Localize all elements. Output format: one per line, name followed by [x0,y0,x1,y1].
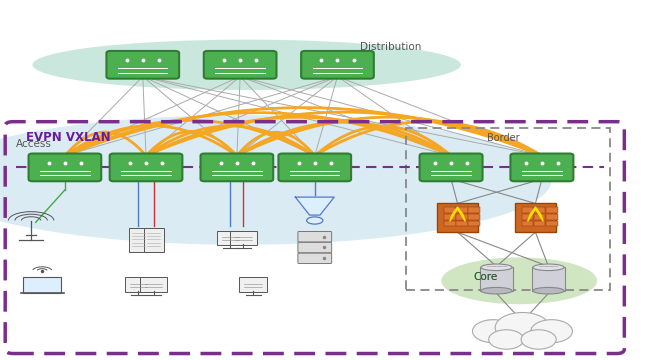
FancyBboxPatch shape [140,278,167,292]
FancyBboxPatch shape [444,214,456,220]
FancyBboxPatch shape [201,153,273,181]
FancyBboxPatch shape [480,267,513,291]
Text: Access: Access [16,139,52,149]
Circle shape [531,320,572,343]
FancyBboxPatch shape [444,207,456,213]
FancyBboxPatch shape [510,153,574,181]
FancyBboxPatch shape [456,214,467,220]
FancyBboxPatch shape [437,203,478,233]
Ellipse shape [533,264,564,271]
Text: Border: Border [487,133,519,143]
FancyBboxPatch shape [533,207,545,213]
Ellipse shape [441,257,597,304]
FancyBboxPatch shape [533,214,545,220]
Text: EVPN VXLAN: EVPN VXLAN [26,131,110,144]
FancyBboxPatch shape [204,51,276,79]
FancyBboxPatch shape [239,278,267,292]
FancyBboxPatch shape [278,153,351,181]
FancyBboxPatch shape [533,221,545,226]
Circle shape [521,330,556,349]
FancyBboxPatch shape [29,153,101,181]
Circle shape [472,320,514,343]
FancyBboxPatch shape [546,221,557,226]
Ellipse shape [0,115,552,245]
FancyBboxPatch shape [298,231,332,242]
Text: Distribution: Distribution [360,42,422,52]
Circle shape [495,312,550,343]
FancyBboxPatch shape [468,214,480,220]
FancyBboxPatch shape [106,51,179,79]
FancyBboxPatch shape [110,153,182,181]
FancyBboxPatch shape [456,207,467,213]
Polygon shape [295,197,334,215]
FancyBboxPatch shape [230,231,257,245]
FancyBboxPatch shape [217,231,244,245]
FancyBboxPatch shape [298,242,332,253]
Ellipse shape [533,287,564,294]
FancyBboxPatch shape [129,228,148,252]
FancyBboxPatch shape [419,153,482,181]
FancyBboxPatch shape [522,221,533,226]
FancyBboxPatch shape [144,228,164,252]
FancyBboxPatch shape [456,221,467,226]
FancyBboxPatch shape [301,51,374,79]
Ellipse shape [306,217,323,224]
Polygon shape [528,207,543,221]
Ellipse shape [481,287,512,294]
Text: Core: Core [474,272,498,282]
FancyBboxPatch shape [515,203,556,233]
Ellipse shape [32,40,461,90]
Polygon shape [450,207,465,221]
FancyBboxPatch shape [298,253,332,264]
FancyBboxPatch shape [468,221,480,226]
FancyBboxPatch shape [532,267,565,291]
FancyBboxPatch shape [522,207,533,213]
FancyBboxPatch shape [468,207,480,213]
Ellipse shape [481,264,512,271]
FancyBboxPatch shape [125,278,152,292]
FancyBboxPatch shape [444,221,456,226]
Text: Core: Core [474,272,498,282]
FancyBboxPatch shape [546,207,557,213]
Circle shape [489,330,524,349]
FancyBboxPatch shape [23,277,61,293]
FancyBboxPatch shape [546,214,557,220]
FancyBboxPatch shape [522,214,533,220]
